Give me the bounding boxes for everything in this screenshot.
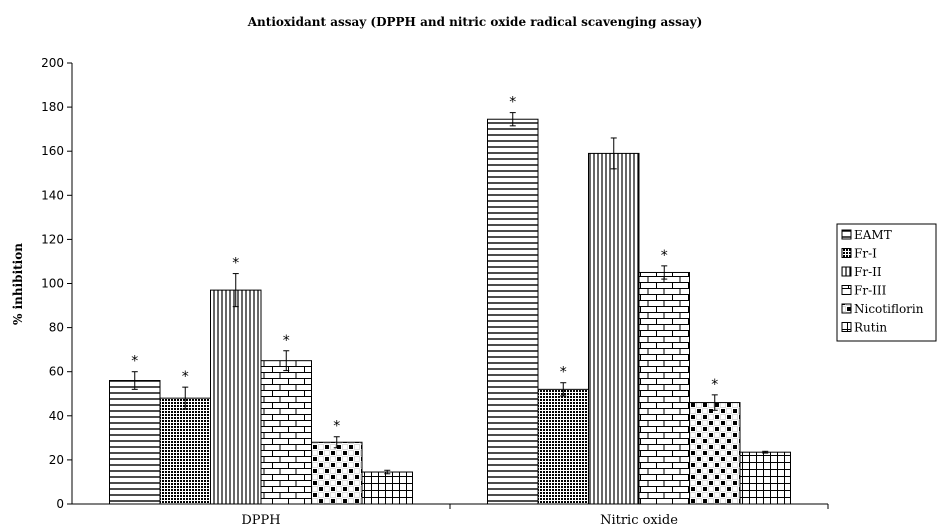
legend-box: [836, 223, 937, 342]
bar-rutin-nitric-oxide: [739, 451, 791, 505]
bar-fr-i-nitric-oxide: [537, 388, 589, 505]
legend-entry-label: Nicotiflorin: [854, 302, 924, 316]
y-tick-label: 0: [56, 497, 64, 511]
legend-swatch-fr-i: [841, 248, 852, 258]
bar-nicotiflorin-nitric-oxide: [689, 402, 741, 505]
legend: EAMT Fr-I Fr-II Fr-III Nicotiflorin Rutin: [836, 223, 937, 342]
x-axis-categories: DPPH Nitric oxide: [241, 504, 829, 528]
legend-swatch-nicotiflorin: [841, 303, 852, 314]
significance-star: *: [711, 377, 718, 393]
bar-eamt-dpph: [109, 380, 161, 505]
legend-swatch-fr-ii: [841, 266, 852, 277]
bar-rutin-dpph: [361, 471, 413, 505]
y-tick-label: 20: [49, 453, 64, 467]
y-tick-label: 160: [41, 144, 64, 158]
significance-star: *: [131, 354, 138, 370]
y-tick-label: 100: [41, 277, 64, 291]
bar-fr-iii-dpph: [260, 360, 312, 505]
significance-star: *: [182, 369, 189, 385]
legend-entry-label: EAMT: [854, 228, 892, 242]
bars: * * * * * * * * *: [109, 95, 791, 505]
bar-fr-i-dpph: [159, 397, 211, 505]
significance-star: *: [333, 419, 340, 435]
y-tick-label: 60: [49, 365, 64, 379]
legend-swatch-fr-iii: [841, 285, 852, 295]
y-tick-label: 80: [49, 321, 64, 335]
significance-star: *: [509, 95, 516, 111]
legend-entry-label: Fr-III: [854, 284, 887, 298]
y-tick-label: 200: [41, 56, 64, 70]
bar-fr-iii-nitric-oxide: [638, 271, 690, 505]
y-tick-label: 120: [41, 232, 64, 246]
y-axis-ticks: 0 20 40 60 80 100 120 140 160 180 200: [41, 56, 72, 511]
chart-title: Antioxidant assay (DPPH and nitric oxide…: [247, 15, 703, 29]
y-axis-label: % inhibition: [11, 243, 25, 325]
bar-fr-ii-nitric-oxide: [588, 152, 640, 505]
legend-entry-label: Fr-II: [854, 265, 882, 279]
x-category-label: DPPH: [241, 513, 280, 528]
significance-star: *: [283, 333, 290, 349]
legend-entry-label: Rutin: [854, 321, 887, 335]
x-category-label: Nitric oxide: [600, 513, 678, 528]
significance-star: *: [560, 365, 567, 381]
bar-nicotiflorin-dpph: [311, 441, 363, 505]
significance-star: *: [232, 256, 239, 272]
legend-swatch-eamt: [841, 229, 852, 240]
bar-eamt-nitric-oxide: [487, 118, 539, 505]
axes: [67, 63, 828, 505]
significance-star: *: [661, 248, 668, 264]
y-tick-label: 180: [41, 100, 64, 114]
y-tick-label: 140: [41, 188, 64, 202]
legend-entry-label: Fr-I: [854, 247, 877, 261]
legend-swatch-rutin: [841, 322, 852, 332]
bar-fr-ii-dpph: [210, 289, 262, 505]
y-tick-label: 40: [49, 409, 64, 423]
